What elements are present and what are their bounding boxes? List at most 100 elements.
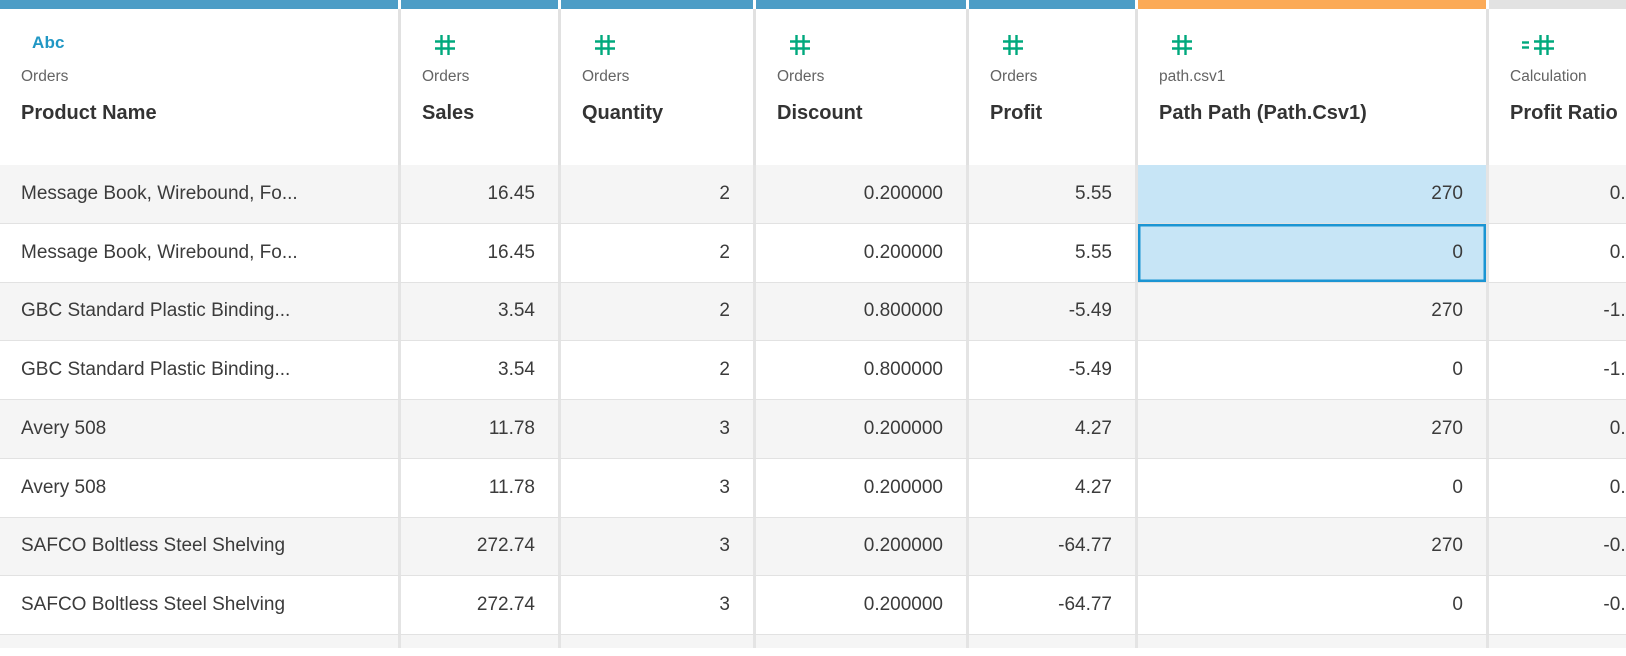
cell-path[interactable]: 0 bbox=[1138, 576, 1486, 634]
column-field-name: Discount bbox=[777, 102, 956, 125]
cell-profit-ratio[interactable]: 0.362478 bbox=[1489, 400, 1626, 458]
cell-profit[interactable] bbox=[969, 635, 1135, 648]
cell-profit[interactable]: -64.77 bbox=[969, 518, 1135, 576]
cell-sales[interactable]: 11.78 bbox=[401, 459, 558, 517]
number-icon bbox=[1170, 33, 1476, 59]
cell-path[interactable]: 270 bbox=[1138, 518, 1486, 576]
cell-sales[interactable]: 16.45 bbox=[401, 224, 558, 282]
data-grid: Abc Orders Product Name Orders Sales bbox=[0, 0, 1626, 648]
column-header-path[interactable]: path.csv1 Path Path (Path.Csv1) bbox=[1138, 9, 1486, 165]
column-field-name: Product Name bbox=[21, 102, 388, 125]
column-header-discount[interactable]: Orders Discount bbox=[756, 9, 966, 165]
cell-sales[interactable]: 272.74 bbox=[401, 576, 558, 634]
cell-product-name[interactable] bbox=[0, 635, 398, 648]
column-header-product-name[interactable]: Abc Orders Product Name bbox=[0, 9, 398, 165]
cell-product-name[interactable]: Message Book, Wirebound, Fo... bbox=[0, 165, 398, 223]
cell-quantity[interactable]: 2 bbox=[561, 341, 753, 399]
cell-product-name[interactable]: SAFCO Boltless Steel Shelving bbox=[0, 518, 398, 576]
cell-discount[interactable]: 0.200000 bbox=[756, 576, 966, 634]
column-source: Orders bbox=[777, 68, 956, 86]
table-row: SAFCO Boltless Steel Shelving 272.74 3 0… bbox=[0, 518, 1626, 577]
cell-profit[interactable]: 4.27 bbox=[969, 459, 1135, 517]
cell-profit[interactable]: 5.55 bbox=[969, 165, 1135, 223]
cell-product-name[interactable]: GBC Standard Plastic Binding... bbox=[0, 341, 398, 399]
cell-quantity[interactable]: 2 bbox=[561, 224, 753, 282]
cell-discount[interactable]: 0.200000 bbox=[756, 459, 966, 517]
cell-quantity[interactable]: 3 bbox=[561, 400, 753, 458]
cell-path[interactable]: 0 bbox=[1138, 341, 1486, 399]
field-bar-profit-ratio bbox=[1489, 0, 1626, 9]
column-source: path.csv1 bbox=[1159, 68, 1476, 86]
column-header-sales[interactable]: Orders Sales bbox=[401, 9, 558, 165]
number-icon bbox=[593, 33, 743, 59]
number-icon bbox=[433, 33, 548, 59]
cell-profit-ratio[interactable]: 0.362478 bbox=[1489, 459, 1626, 517]
cell-sales[interactable]: 3.54 bbox=[401, 341, 558, 399]
cell-discount[interactable]: 0.800000 bbox=[756, 341, 966, 399]
field-bar-quantity bbox=[561, 0, 753, 9]
cell-path-selected-active[interactable]: 0 bbox=[1138, 224, 1486, 282]
field-color-bar bbox=[0, 0, 1626, 9]
cell-product-name[interactable]: SAFCO Boltless Steel Shelving bbox=[0, 576, 398, 634]
cell-quantity[interactable]: 3 bbox=[561, 518, 753, 576]
cell-quantity[interactable]: 2 bbox=[561, 283, 753, 341]
cell-product-name[interactable]: GBC Standard Plastic Binding... bbox=[0, 283, 398, 341]
cell-profit-ratio[interactable]: -1.550847 bbox=[1489, 341, 1626, 399]
cell-profit[interactable]: 5.55 bbox=[969, 224, 1135, 282]
field-bar-path bbox=[1138, 0, 1486, 9]
calculated-number-icon bbox=[1521, 33, 1626, 59]
cell-profit-ratio[interactable] bbox=[1489, 635, 1626, 648]
cell-discount[interactable]: 0.800000 bbox=[756, 283, 966, 341]
cell-discount[interactable]: 0.200000 bbox=[756, 400, 966, 458]
cell-quantity[interactable]: 3 bbox=[561, 459, 753, 517]
column-field-name: Profit bbox=[990, 102, 1125, 125]
number-icon bbox=[1001, 33, 1125, 59]
cell-profit[interactable]: -64.77 bbox=[969, 576, 1135, 634]
cell-profit-ratio[interactable]: -0.237478 bbox=[1489, 518, 1626, 576]
cell-path-selected[interactable]: 270 bbox=[1138, 165, 1486, 223]
cell-product-name[interactable]: Avery 508 bbox=[0, 400, 398, 458]
column-field-name: Quantity bbox=[582, 102, 743, 125]
cell-profit-ratio[interactable]: 0.337386 bbox=[1489, 224, 1626, 282]
cell-path[interactable]: 0 bbox=[1138, 459, 1486, 517]
field-bar-sales bbox=[401, 0, 558, 9]
cell-product-name[interactable]: Message Book, Wirebound, Fo... bbox=[0, 224, 398, 282]
cell-profit[interactable]: -5.49 bbox=[969, 341, 1135, 399]
cell-profit[interactable]: 4.27 bbox=[969, 400, 1135, 458]
column-header-profit[interactable]: Orders Profit bbox=[969, 9, 1135, 165]
cell-discount[interactable]: 0.200000 bbox=[756, 224, 966, 282]
column-header-profit-ratio[interactable]: Calculation Profit Ratio bbox=[1489, 9, 1626, 165]
cell-sales[interactable]: 16.45 bbox=[401, 165, 558, 223]
cell-profit-ratio[interactable]: 0.337386 bbox=[1489, 165, 1626, 223]
cell-product-name[interactable]: Avery 508 bbox=[0, 459, 398, 517]
cell-path[interactable] bbox=[1138, 635, 1486, 648]
column-source: Orders bbox=[990, 68, 1125, 86]
cell-sales[interactable] bbox=[401, 635, 558, 648]
cell-path[interactable]: 270 bbox=[1138, 283, 1486, 341]
cell-profit[interactable]: -5.49 bbox=[969, 283, 1135, 341]
cell-sales[interactable]: 11.78 bbox=[401, 400, 558, 458]
cell-profit-ratio[interactable]: -0.237478 bbox=[1489, 576, 1626, 634]
column-source: Orders bbox=[582, 68, 743, 86]
cell-sales[interactable]: 3.54 bbox=[401, 283, 558, 341]
cell-path[interactable]: 270 bbox=[1138, 400, 1486, 458]
field-bar-product-name bbox=[0, 0, 398, 9]
table-row: Message Book, Wirebound, Fo... 16.45 2 0… bbox=[0, 224, 1626, 283]
cell-sales[interactable]: 272.74 bbox=[401, 518, 558, 576]
cell-quantity[interactable]: 3 bbox=[561, 576, 753, 634]
cell-quantity[interactable]: 2 bbox=[561, 165, 753, 223]
data-grid-viewport: Abc Orders Product Name Orders Sales bbox=[0, 0, 1626, 656]
cell-profit-ratio[interactable]: -1.550847 bbox=[1489, 283, 1626, 341]
abc-icon: Abc bbox=[32, 33, 388, 59]
table-row: SAFCO Boltless Steel Shelving 272.74 3 0… bbox=[0, 576, 1626, 635]
column-source: Calculation bbox=[1510, 68, 1626, 86]
column-header-quantity[interactable]: Orders Quantity bbox=[561, 9, 753, 165]
header-row: Abc Orders Product Name Orders Sales bbox=[0, 9, 1626, 165]
table-row-partial bbox=[0, 635, 1626, 648]
cell-discount[interactable]: 0.200000 bbox=[756, 165, 966, 223]
cell-quantity[interactable] bbox=[561, 635, 753, 648]
cell-discount[interactable]: 0.200000 bbox=[756, 518, 966, 576]
field-bar-discount bbox=[756, 0, 966, 9]
table-row: Avery 508 11.78 3 0.200000 4.27 270 0.36… bbox=[0, 400, 1626, 459]
cell-discount[interactable] bbox=[756, 635, 966, 648]
